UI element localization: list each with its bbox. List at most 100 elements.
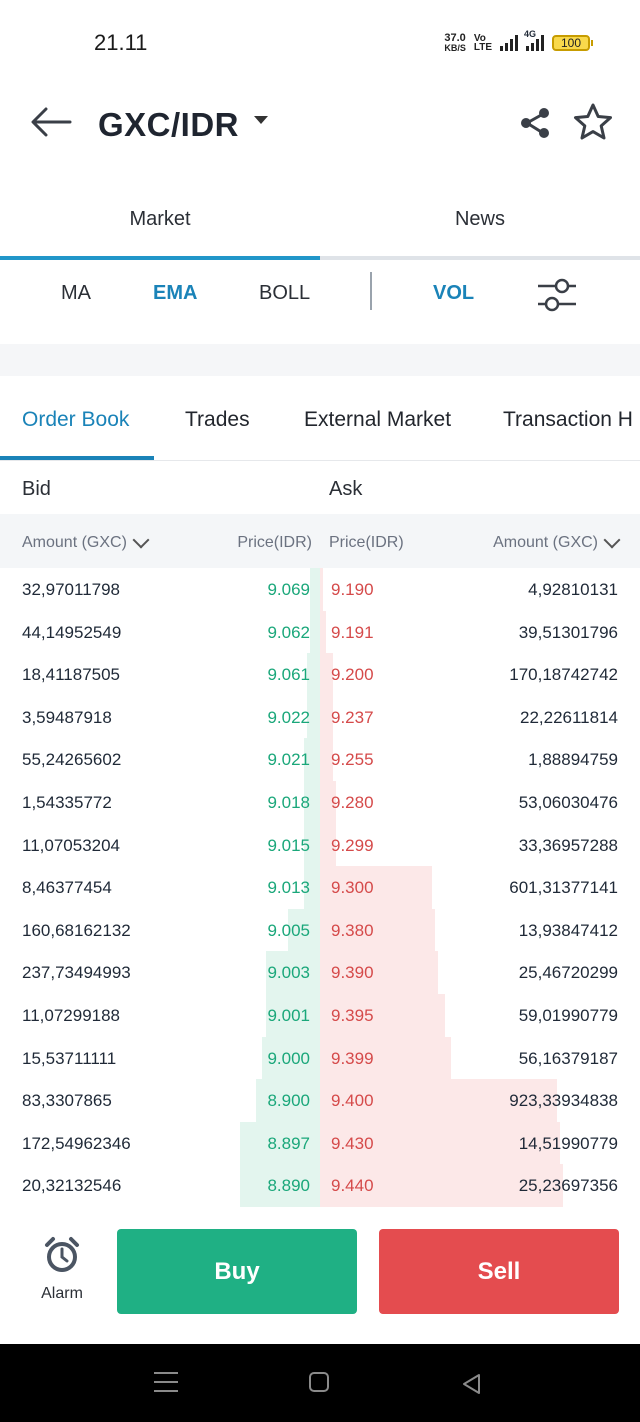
ask-depth-bar xyxy=(320,823,336,867)
ask-amount: 33,36957288 xyxy=(518,835,618,855)
ask-amount: 56,16379187 xyxy=(518,1048,618,1068)
sell-button[interactable]: Sell xyxy=(379,1229,619,1314)
order-tab-active-indicator xyxy=(0,456,154,460)
ask-price: 9.399 xyxy=(331,1048,374,1068)
bid-price-header: Price(IDR) xyxy=(237,534,312,551)
tab-order-book[interactable]: Order Book xyxy=(22,408,130,431)
chevron-down-icon xyxy=(132,531,150,549)
ask-amount: 923,33934838 xyxy=(509,1091,618,1111)
order-book-row[interactable]: 237,73494993 9.003 9.390 25,46720299 xyxy=(0,951,640,994)
order-book: 32,97011798 9.069 9.190 4,92810131 44,149525… xyxy=(0,568,640,1208)
share-button[interactable] xyxy=(518,106,552,140)
alarm-button[interactable]: Alarm xyxy=(30,1236,94,1306)
tab-transaction-history[interactable]: Transaction H xyxy=(503,408,633,431)
ask-price: 9.200 xyxy=(331,665,374,685)
ask-price: 9.299 xyxy=(331,835,374,855)
order-book-row[interactable]: 3,59487918 9.022 9.237 22,22611814 xyxy=(0,696,640,739)
order-book-row[interactable]: 32,97011798 9.069 9.190 4,92810131 xyxy=(0,568,640,611)
order-book-row[interactable]: 11,07053204 9.015 9.299 33,36957288 xyxy=(0,824,640,867)
tab-divider xyxy=(320,256,640,260)
ask-amount: 53,06030476 xyxy=(518,793,618,812)
ask-price: 9.380 xyxy=(331,920,374,940)
bid-amount-header: Amount (GXC) xyxy=(22,534,127,551)
ask-depth-bar xyxy=(320,610,327,654)
bid-amount: 172,54962346 xyxy=(22,1133,131,1153)
alarm-clock-icon xyxy=(45,1237,79,1272)
back-triangle-icon[interactable] xyxy=(460,1372,484,1396)
bid-amount: 3,59487918 xyxy=(22,707,112,727)
bid-depth-bar xyxy=(265,994,320,1038)
indicator-vol[interactable]: VOL xyxy=(433,282,475,304)
pair-title[interactable]: GXC/IDR xyxy=(98,106,240,143)
order-book-row[interactable]: 172,54962346 8.897 9.430 14,51990779 xyxy=(0,1122,640,1165)
order-book-row[interactable]: 18,41187505 9.061 9.200 170,18742742 xyxy=(0,653,640,696)
ask-depth-bar xyxy=(320,1121,560,1165)
order-book-row[interactable]: 160,68162132 9.005 9.380 13,93847412 xyxy=(0,909,640,952)
ask-amount: 39,51301796 xyxy=(518,622,618,642)
bid-amount: 83,3307865 xyxy=(22,1091,112,1111)
indicator-ma[interactable]: MA xyxy=(61,282,91,304)
network-speed-unit: KB/S xyxy=(444,43,466,53)
buy-button[interactable]: Buy xyxy=(117,1229,357,1314)
ask-amount: 13,93847412 xyxy=(518,920,618,940)
ask-price-header: Price(IDR) xyxy=(329,534,404,551)
order-book-row[interactable]: 20,32132546 8.890 9.440 25,23697356 xyxy=(0,1164,640,1207)
ask-price: 9.390 xyxy=(331,963,374,983)
back-arrow-icon xyxy=(31,107,72,137)
ask-price: 9.190 xyxy=(331,580,374,599)
ask-price: 9.395 xyxy=(331,1006,374,1025)
tab-trades[interactable]: Trades xyxy=(185,408,250,431)
order-book-header: Amount (GXC) Price(IDR) Price(IDR) Amoun… xyxy=(0,514,640,568)
volte-bottom: LTE xyxy=(473,42,492,53)
ask-depth-bar xyxy=(320,1079,557,1123)
order-book-row[interactable]: 55,24265602 9.021 9.255 1,88894759 xyxy=(0,738,640,781)
home-icon[interactable] xyxy=(309,1372,329,1392)
bid-amount-unit-selector[interactable]: Amount (GXC) xyxy=(22,531,150,552)
ask-amount-unit-selector[interactable]: Amount (GXC) xyxy=(493,531,621,552)
order-book-row[interactable]: 44,14952549 9.062 9.191 39,51301796 xyxy=(0,611,640,654)
caret-down-icon[interactable] xyxy=(254,116,268,124)
indicator-boll[interactable]: BOLL xyxy=(259,282,311,304)
bid-price: 9.015 xyxy=(267,835,310,855)
indicator-divider xyxy=(370,272,372,310)
ask-price: 9.280 xyxy=(331,793,374,812)
signal-4g-icon: 4G xyxy=(524,29,544,51)
order-book-row[interactable]: 83,3307865 8.900 9.400 923,33934838 xyxy=(0,1079,640,1122)
bid-depth-bar xyxy=(304,866,320,910)
tab-news[interactable]: News xyxy=(454,208,505,230)
tab-external-market[interactable]: External Market xyxy=(304,408,452,431)
side-labels: Bid Ask xyxy=(0,462,640,514)
share-icon xyxy=(521,108,549,138)
ask-label: Ask xyxy=(329,478,363,500)
trade-actions: Alarm Buy Sell xyxy=(0,1210,640,1344)
back-button[interactable] xyxy=(28,104,74,140)
bid-price: 9.061 xyxy=(267,665,310,685)
order-book-row[interactable]: 15,53711111 9.000 9.399 56,16379187 xyxy=(0,1037,640,1080)
order-book-row[interactable]: 11,07299188 9.001 9.395 59,01990779 xyxy=(0,994,640,1037)
ask-depth-bar xyxy=(320,1036,452,1080)
ask-price: 9.237 xyxy=(331,707,374,727)
ask-amount: 4,92810131 xyxy=(528,580,618,599)
bid-price: 9.003 xyxy=(267,963,310,983)
bid-amount: 15,53711111 xyxy=(22,1048,117,1068)
indicator-settings-button[interactable] xyxy=(536,276,578,314)
bid-depth-bar xyxy=(307,653,320,697)
ask-amount: 1,88894759 xyxy=(528,750,618,770)
ask-price: 9.440 xyxy=(331,1176,374,1196)
ask-depth-bar xyxy=(320,866,432,910)
bid-amount: 1,54335772 xyxy=(22,793,112,812)
bid-depth-bar xyxy=(265,951,320,995)
indicator-ema[interactable]: EMA xyxy=(153,282,198,304)
star-icon xyxy=(574,103,612,140)
tab-market[interactable]: Market xyxy=(129,208,191,230)
order-book-row[interactable]: 1,54335772 9.018 9.280 53,06030476 xyxy=(0,781,640,824)
bid-price: 9.000 xyxy=(267,1048,310,1068)
order-book-row[interactable]: 8,46377454 9.013 9.300 601,31377141 xyxy=(0,866,640,909)
ask-depth-bar xyxy=(320,1164,564,1208)
ask-price: 9.430 xyxy=(331,1133,374,1153)
order-tabs: Order Book Trades External Market Transa… xyxy=(0,376,640,462)
ask-amount: 59,01990779 xyxy=(518,1006,618,1025)
ask-amount: 14,51990779 xyxy=(518,1133,618,1153)
menu-icon[interactable] xyxy=(154,1372,178,1394)
favorite-button[interactable] xyxy=(572,102,614,142)
